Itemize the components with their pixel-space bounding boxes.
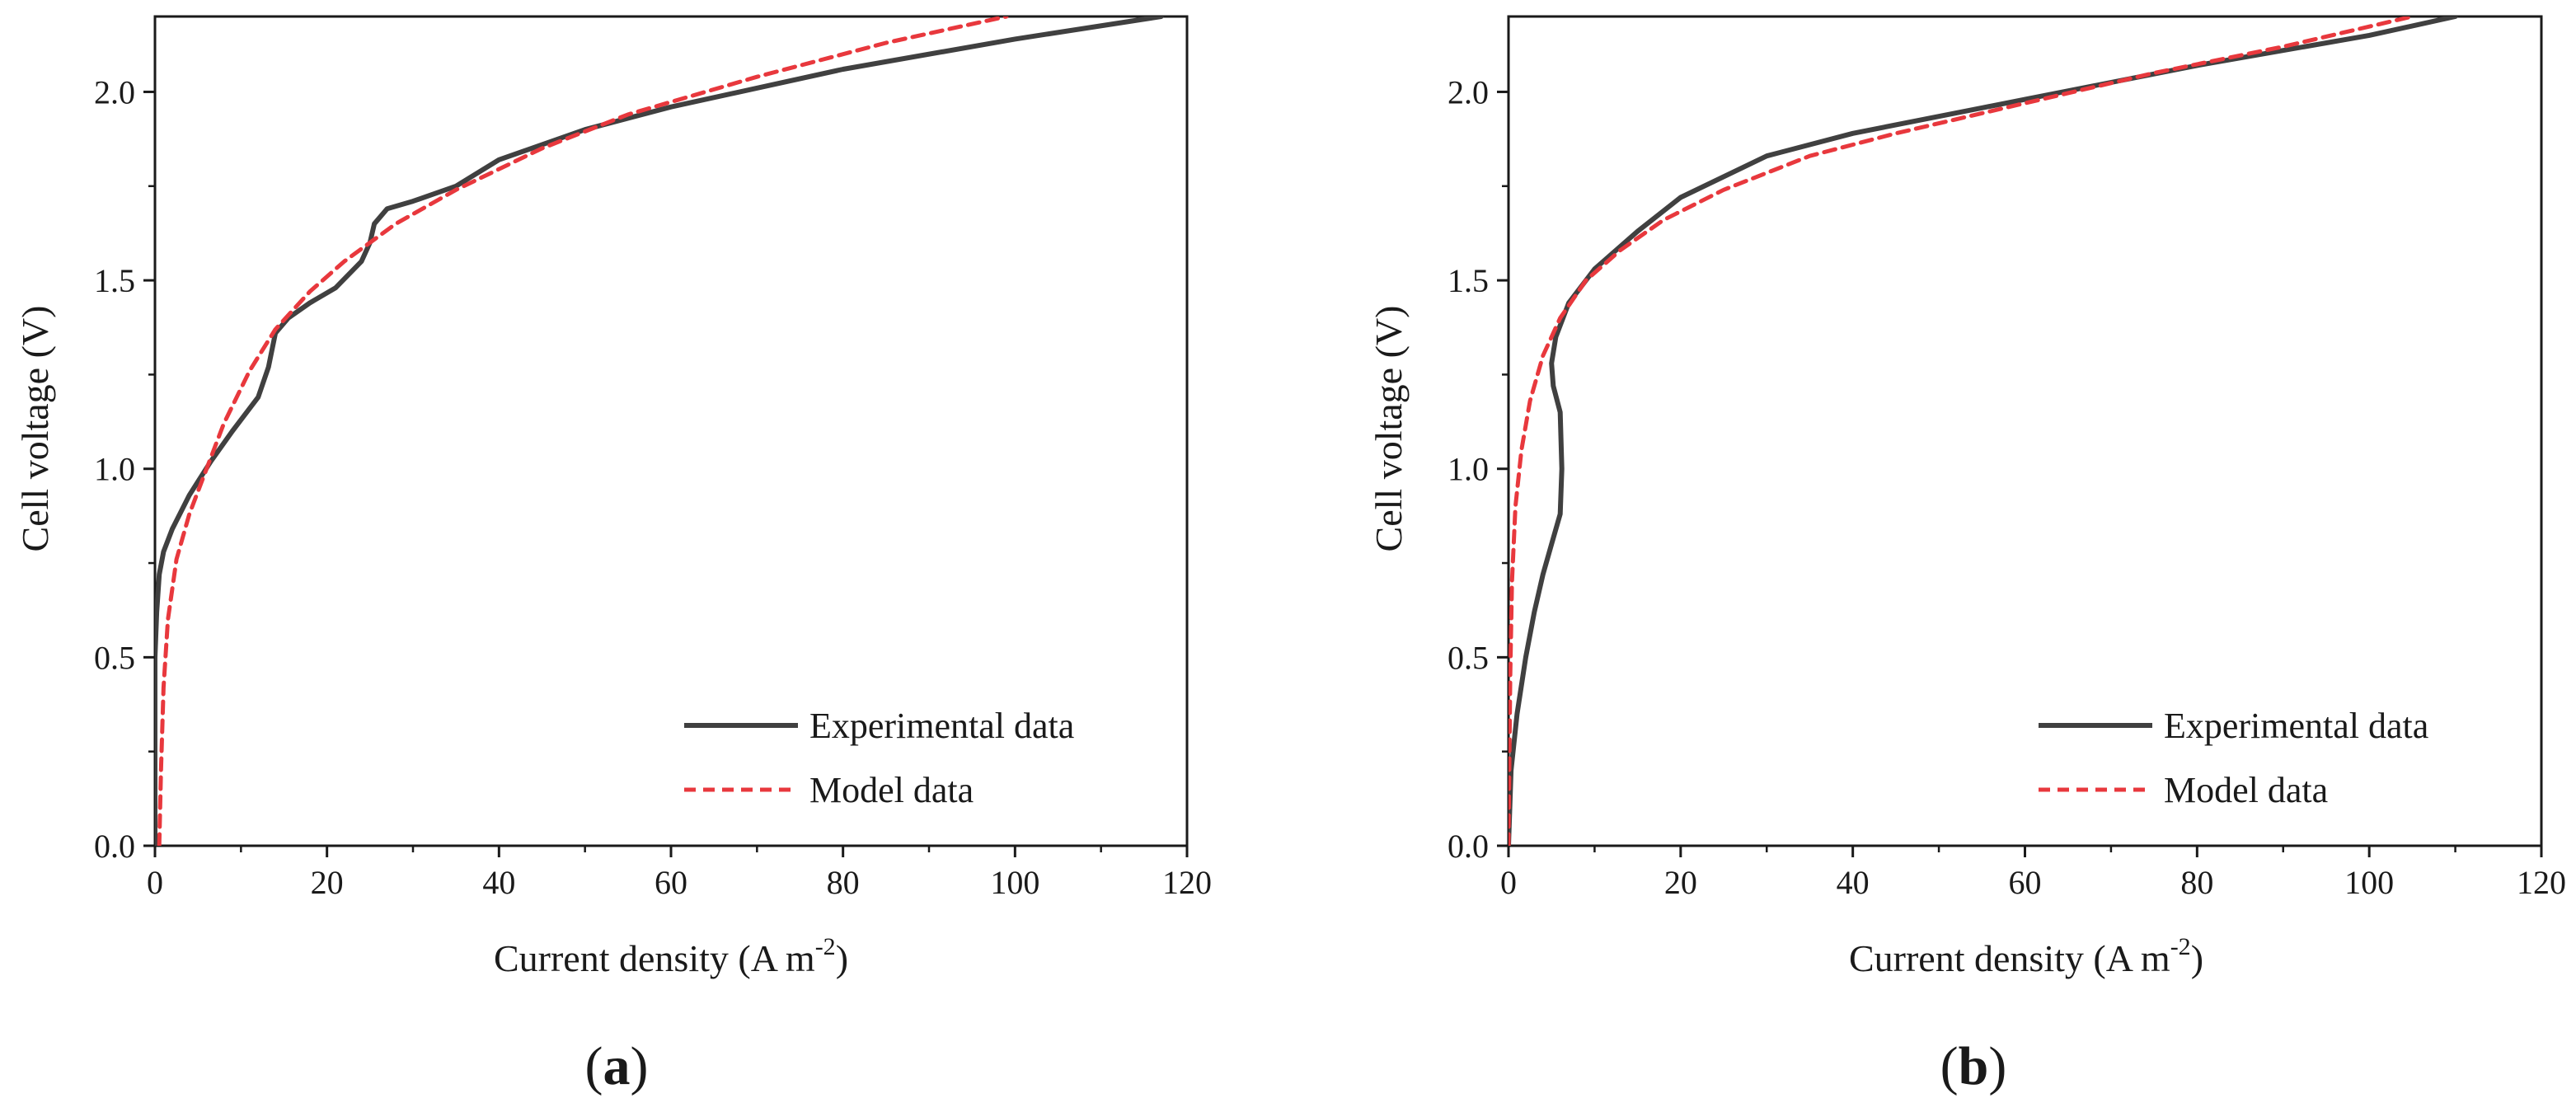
model-data-line xyxy=(157,16,1009,846)
x-tick-label: 100 xyxy=(990,864,1039,901)
y-tick-label: 1.5 xyxy=(1448,262,1489,299)
legend-label: Experimental data xyxy=(809,706,1074,746)
x-tick-label: 40 xyxy=(482,864,515,901)
panel-letter-b: b xyxy=(1959,1036,1989,1096)
legend-label: Model data xyxy=(2164,770,2328,810)
x-axis-label-text: Current density xyxy=(1849,937,2084,979)
y-tick-label: 0.0 xyxy=(1448,828,1489,865)
legend-label: Experimental data xyxy=(2164,706,2428,746)
x-axis-unit-exponent: -2 xyxy=(815,933,836,960)
panel-label-b: (b) xyxy=(1940,1036,2007,1096)
experimental-data-line xyxy=(1509,16,2458,846)
y-tick-label: 1.0 xyxy=(1448,451,1489,488)
y-axis-label: Cell voltage (V) xyxy=(14,306,56,552)
chart-panel-a: 0 20 40 60 80 100 120 0.0 0.5 1.0 1.5 2.0 Experiment… xyxy=(14,15,1212,1096)
x-axis-label: Current density (A m-2) xyxy=(1849,933,2203,979)
plot-area: 0 20 40 60 80 100 120 0.0 0.5 1.0 1.5 2.0 Experiment… xyxy=(1448,15,2566,901)
legend-label: Model data xyxy=(809,770,974,810)
x-tick-label: 20 xyxy=(1664,864,1697,901)
x-tick-label: 80 xyxy=(2180,864,2213,901)
x-axis-unit: A m xyxy=(2106,937,2170,979)
x-axis-label-text: Current density xyxy=(494,937,729,979)
experimental-data-line xyxy=(155,16,1164,846)
x-tick-label: 120 xyxy=(2517,864,2566,901)
panel-letter-a: a xyxy=(603,1036,631,1096)
x-axis-unit: A m xyxy=(751,937,815,979)
y-tick-label: 1.5 xyxy=(94,262,135,299)
y-axis-label: Cell voltage (V) xyxy=(1368,306,1410,552)
y-tick-label: 0.5 xyxy=(1448,639,1489,676)
x-axis-unit-exponent: -2 xyxy=(2170,933,2191,960)
x-tick-label: 60 xyxy=(2009,864,2042,901)
y-tick-label: 2.0 xyxy=(94,73,135,110)
model-data-line xyxy=(1509,16,2414,846)
x-tick-label: 60 xyxy=(655,864,687,901)
x-tick-label: 0 xyxy=(1500,864,1517,901)
x-tick-label: 100 xyxy=(2344,864,2394,901)
x-tick-label: 40 xyxy=(1837,864,1870,901)
x-tick-label: 120 xyxy=(1162,864,1212,901)
y-tick-label: 2.0 xyxy=(1448,73,1489,110)
y-tick-label: 0.5 xyxy=(94,639,135,676)
x-tick-label: 0 xyxy=(147,864,163,901)
x-axis-label: Current density (A m-2) xyxy=(494,933,848,979)
x-tick-label: 20 xyxy=(311,864,344,901)
plot-area: 0 20 40 60 80 100 120 0.0 0.5 1.0 1.5 2.0 Experiment… xyxy=(94,15,1212,901)
y-tick-label: 1.0 xyxy=(94,451,135,488)
y-tick-label: 0.0 xyxy=(94,828,135,865)
chart-panel-b: 0 20 40 60 80 100 120 0.0 0.5 1.0 1.5 2.0 Experiment… xyxy=(1368,15,2566,1096)
x-tick-label: 80 xyxy=(827,864,860,901)
panel-label-a: (a) xyxy=(585,1036,649,1096)
